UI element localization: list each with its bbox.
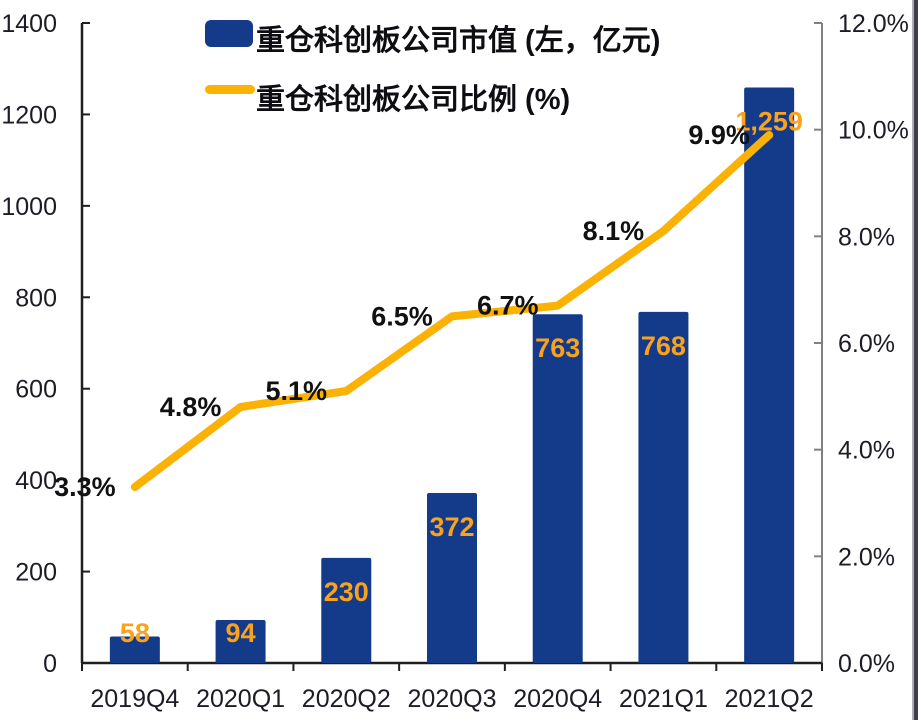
right-axis-tick-label: 6.0%	[838, 330, 895, 358]
line-point-label: 9.9%	[688, 120, 750, 150]
bar-value-label: 58	[120, 618, 150, 648]
right-axis-tick-label: 2.0%	[838, 543, 895, 571]
left-axis-tick-label: 1400	[1, 10, 57, 38]
x-axis-category-label: 2020Q4	[513, 685, 602, 713]
bar-value-label: 763	[535, 333, 580, 363]
bar-value-label: 768	[641, 331, 686, 361]
line-point-label: 8.1%	[583, 216, 645, 246]
bar-value-label: 230	[324, 577, 369, 607]
bar-2020Q3	[427, 492, 477, 663]
bar-2020Q2	[321, 557, 372, 663]
x-axis-category-label: 2021Q2	[725, 685, 814, 713]
line-point-label: 3.3%	[54, 472, 116, 502]
line-point-label: 6.7%	[477, 291, 539, 321]
left-axis-tick-label: 600	[15, 376, 57, 404]
bar-2020Q1	[215, 620, 266, 663]
x-axis-category-label: 2019Q4	[90, 685, 179, 713]
left-axis-tick-label: 200	[15, 559, 57, 587]
right-axis-tick-label: 10.0%	[838, 117, 909, 145]
left-axis-tick-label: 0	[43, 650, 57, 678]
bar-value-label: 372	[429, 512, 474, 542]
left-axis-tick-label: 400	[15, 467, 57, 495]
bar-2020Q4	[532, 314, 583, 663]
right-axis-tick-label: 12.0%	[838, 10, 909, 38]
line-point-label: 5.1%	[266, 376, 328, 406]
right-axis-tick-label: 4.0%	[838, 437, 895, 465]
bar-value-label: 94	[226, 618, 256, 648]
x-axis-category-label: 2021Q1	[619, 685, 708, 713]
x-axis-category-label: 2020Q1	[196, 685, 285, 713]
left-axis-tick-label: 1200	[1, 101, 57, 129]
x-axis-category-label: 2020Q3	[408, 685, 497, 713]
bar-2021Q2	[744, 87, 795, 663]
ratio-line	[130, 131, 774, 491]
line-point-label: 6.5%	[371, 301, 433, 331]
line-point-label: 4.8%	[160, 392, 222, 422]
right-axis-tick-label: 0.0%	[838, 650, 895, 678]
right-axis-tick-label: 8.0%	[838, 223, 895, 251]
bar-2019Q4	[109, 636, 160, 663]
left-axis-tick-label: 800	[15, 284, 57, 312]
bar-2021Q1	[638, 311, 689, 663]
x-axis-category-label: 2020Q2	[302, 685, 391, 713]
bar-value-label: 1,259	[735, 106, 803, 136]
left-axis-tick-label: 1000	[1, 193, 57, 221]
window-right-border	[910, 0, 918, 720]
